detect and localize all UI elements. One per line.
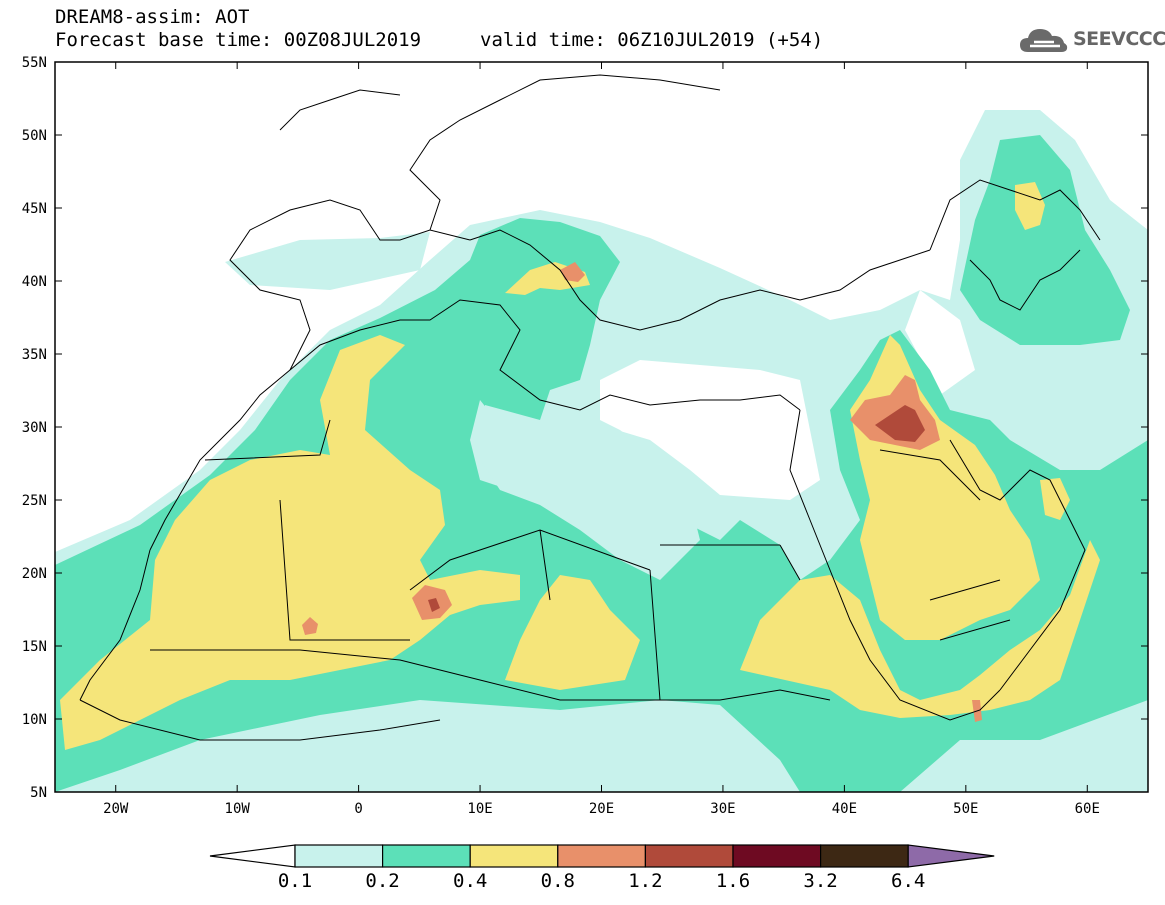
colorbar-box bbox=[294, 844, 384, 868]
colorbar-label: 3.2 bbox=[803, 870, 837, 892]
lat-label: 55N bbox=[22, 55, 47, 71]
colorbar-label: 0.1 bbox=[278, 870, 312, 892]
colorbar-right-arrow bbox=[907, 844, 995, 868]
lon-label: 60E bbox=[1075, 801, 1100, 817]
colorbar-label: 1.2 bbox=[628, 870, 662, 892]
lon-label: 50E bbox=[953, 801, 978, 817]
colorbar-box bbox=[644, 844, 734, 868]
colorbar-label: 0.8 bbox=[541, 870, 575, 892]
lon-label: 10E bbox=[467, 801, 492, 817]
lat-label: 40N bbox=[22, 274, 47, 290]
lat-label: 35N bbox=[22, 347, 47, 363]
cloud-icon bbox=[1020, 29, 1068, 52]
coastlines bbox=[79, 74, 1101, 741]
lon-label: 30E bbox=[710, 801, 735, 817]
colorbar-label: 1.6 bbox=[716, 870, 750, 892]
lon-label: 40E bbox=[832, 801, 857, 817]
map-title: DREAM8-assim: AOT bbox=[55, 6, 250, 28]
lat-label: 30N bbox=[22, 420, 47, 436]
lon-label: 20E bbox=[589, 801, 614, 817]
colorbar-label: 6.4 bbox=[891, 870, 925, 892]
colorbar-box bbox=[732, 844, 822, 868]
lat-label: 5N bbox=[30, 785, 47, 801]
lat-label: 25N bbox=[22, 493, 47, 509]
lat-label: 50N bbox=[22, 128, 47, 144]
colorbar-box bbox=[382, 844, 471, 868]
valid-time: valid time: 06Z10JUL2019 (+54) bbox=[480, 29, 824, 51]
colorbar-box bbox=[469, 844, 559, 868]
lat-label: 10N bbox=[22, 712, 47, 728]
colorbar: 0.1 0.2 0.4 0.8 1.2 1.6 3.2 6.4 bbox=[209, 844, 995, 892]
colorbar-label: 0.4 bbox=[453, 870, 487, 892]
lon-label: 0 bbox=[354, 801, 362, 817]
aot-field bbox=[55, 62, 1148, 792]
seevccc-logo: SEEVCCC bbox=[1018, 22, 1165, 56]
lon-label: 20W bbox=[103, 801, 129, 817]
lat-label: 15N bbox=[22, 639, 47, 655]
lat-label: 45N bbox=[22, 201, 47, 217]
colorbar-left-arrow bbox=[209, 844, 296, 868]
map-axes: 55N 50N 45N 40N 35N 30N 25N 20N 15N 10N 5N 20W 10W 0 1… bbox=[22, 55, 1148, 817]
logo-text: SEEVCCC bbox=[1073, 28, 1165, 50]
colorbar-box bbox=[557, 844, 646, 868]
lat-label: 20N bbox=[22, 566, 47, 582]
colorbar-label: 0.2 bbox=[365, 870, 399, 892]
lon-label: 10W bbox=[225, 801, 251, 817]
colorbar-box bbox=[819, 844, 909, 868]
base-time: Forecast base time: 00Z08JUL2019 bbox=[55, 29, 422, 51]
forecast-times: Forecast base time: 00Z08JUL2019 valid ti… bbox=[55, 29, 823, 51]
